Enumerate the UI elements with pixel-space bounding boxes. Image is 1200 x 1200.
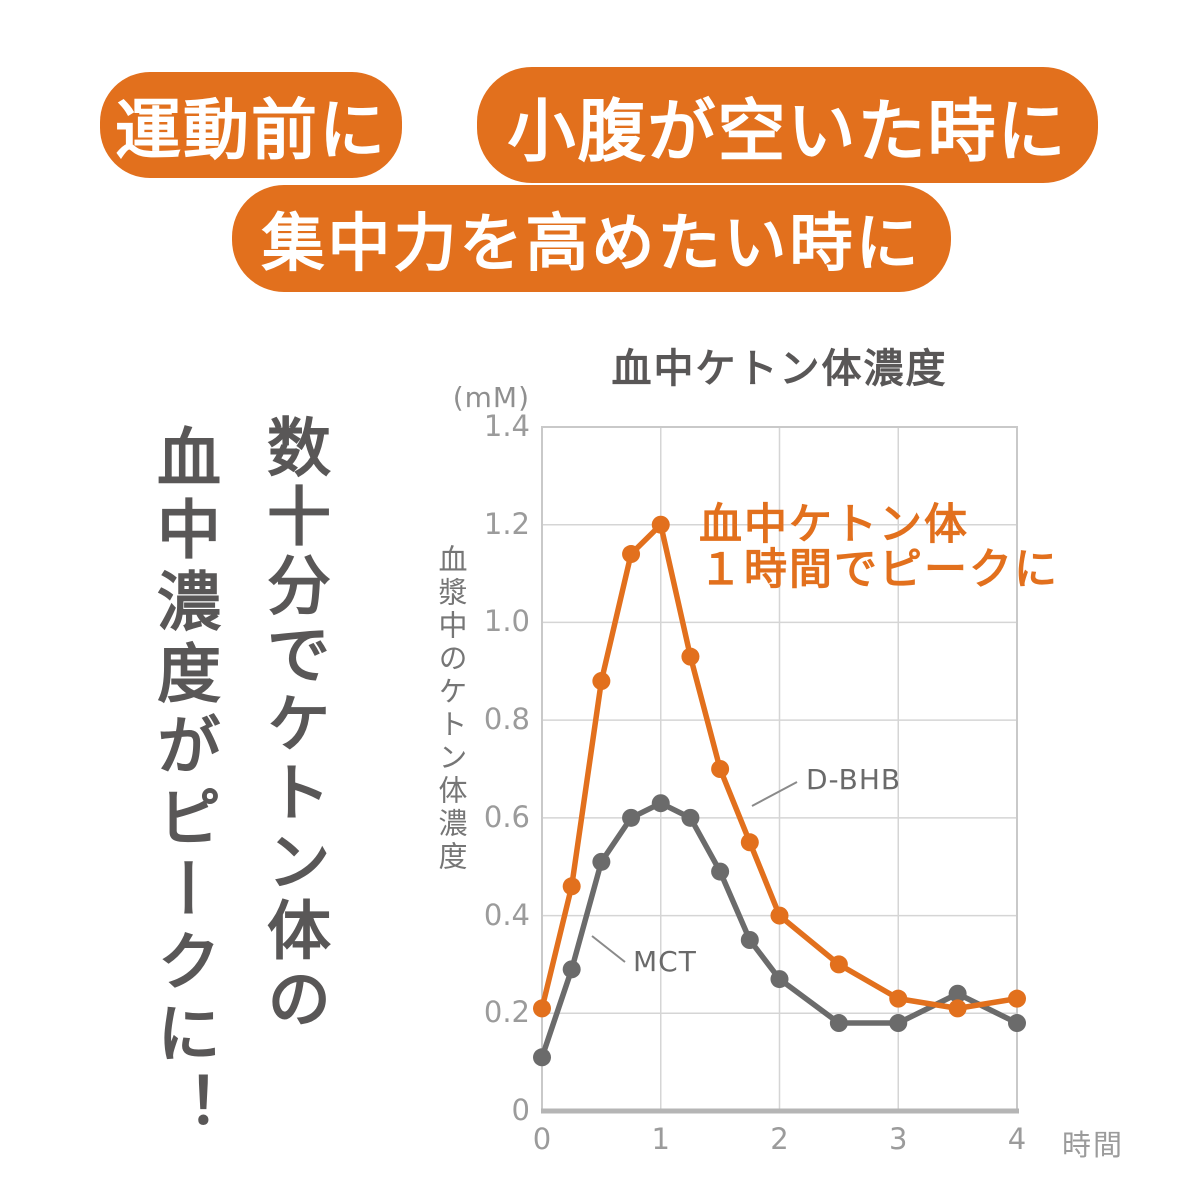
data-point-mct: [533, 1048, 551, 1067]
data-point-d-bhb: [533, 999, 551, 1018]
data-point-mct: [889, 1014, 908, 1033]
data-point-mct: [562, 960, 581, 979]
x-axis-label: 時間: [1062, 1128, 1125, 1162]
badge-label: 集中力を高めたい時に: [261, 207, 922, 280]
x-tick-label: 2: [770, 1122, 789, 1156]
x-tick-label: 0: [532, 1122, 552, 1156]
series-label-mct: MCT: [633, 945, 697, 978]
badge-before-exercise: 運動前に: [100, 72, 402, 178]
data-point-mct: [829, 1014, 848, 1033]
annotation-line-2: １時間でピークに: [699, 545, 1059, 595]
badge-focus: 集中力を高めたい時に: [232, 185, 951, 292]
y-tick-label: 1.4: [483, 409, 530, 443]
data-point-mct: [740, 931, 759, 949]
data-point-mct: [592, 852, 611, 871]
y-tick-label: 1.2: [483, 506, 530, 541]
data-point-mct: [1008, 1014, 1026, 1033]
annotation-line-1: 血中ケトン体: [699, 500, 969, 550]
badge-label: 運動前に: [115, 92, 387, 169]
series-label-dbhb: D-BHB: [806, 763, 902, 796]
badge-when-hungry: 小腹が空いた時に: [477, 67, 1098, 183]
data-point-mct: [622, 808, 641, 827]
y-axis-unit-label: (mM): [452, 381, 530, 414]
y-tick-label: 0.6: [483, 799, 530, 834]
slogan-column-2: 血中濃度がピークに！: [146, 424, 220, 1144]
data-point-d-bhb: [562, 877, 581, 896]
data-point-mct: [948, 984, 967, 1003]
data-point-mct: [711, 862, 730, 881]
data-point-d-bhb: [1008, 989, 1026, 1008]
chart-title: 血中ケトン体濃度: [611, 346, 948, 392]
data-point-d-bhb: [711, 760, 730, 778]
y-axis-label: 血漿中のケトン体濃度: [434, 544, 468, 874]
data-point-d-bhb: [651, 515, 670, 534]
data-point-mct: [770, 970, 789, 989]
x-tick-label: 3: [889, 1122, 908, 1156]
data-point-d-bhb: [740, 833, 759, 852]
data-point-d-bhb: [592, 672, 611, 691]
badge-label: 小腹が空いた時に: [507, 92, 1068, 172]
data-point-mct: [681, 808, 700, 827]
data-point-d-bhb: [948, 999, 967, 1018]
data-point-d-bhb: [770, 906, 789, 925]
x-tick-label: 4: [1007, 1122, 1027, 1156]
y-tick-label: 1.0: [483, 604, 530, 639]
data-point-mct: [651, 794, 670, 813]
leader-line-dbhb: [751, 781, 798, 807]
y-tick-label: 0.2: [483, 995, 530, 1030]
data-point-d-bhb: [681, 647, 700, 666]
y-tick-label: 0: [511, 1093, 530, 1127]
x-tick-label: 1: [651, 1122, 670, 1156]
y-tick-label: 0.8: [483, 702, 530, 737]
data-point-d-bhb: [829, 955, 848, 974]
data-point-d-bhb: [622, 545, 641, 564]
y-tick-label: 0.4: [483, 897, 530, 932]
data-point-d-bhb: [889, 989, 908, 1008]
slogan-column-1: 数十分でケトン体の: [256, 414, 330, 1035]
leader-line-mct: [591, 935, 626, 963]
